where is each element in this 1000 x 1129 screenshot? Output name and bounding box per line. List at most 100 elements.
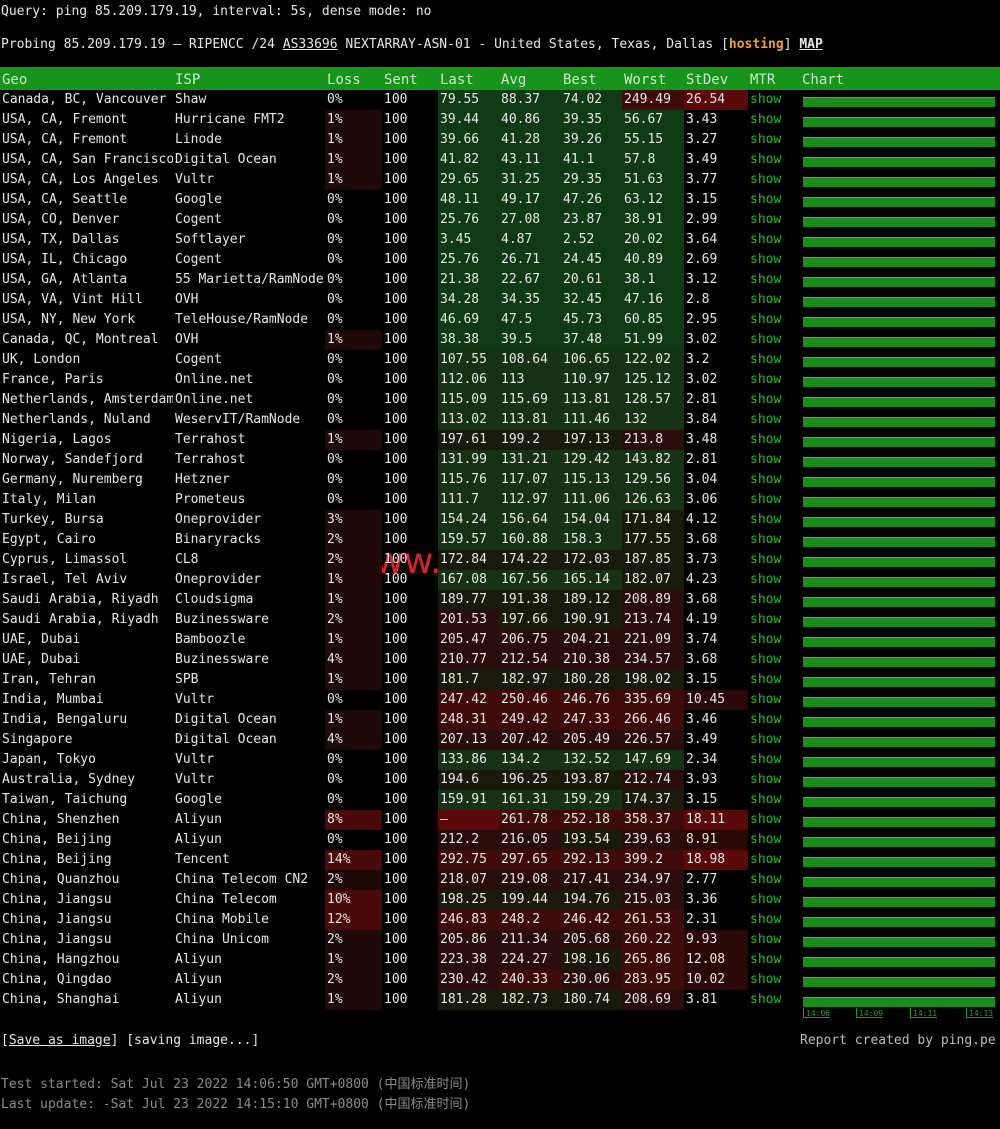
avg: 199.44 — [499, 890, 561, 910]
sent: 100 — [384, 192, 408, 207]
mtr-link[interactable]: show — [750, 252, 782, 267]
mtr-link[interactable]: show — [750, 412, 782, 427]
last: 159.91 — [438, 790, 499, 810]
mtr-link[interactable]: show — [750, 992, 782, 1007]
stdev: 3.04 — [686, 472, 718, 487]
avg: 112.97 — [499, 490, 561, 510]
mtr-link[interactable]: show — [750, 212, 782, 227]
best: 205.68 — [561, 930, 622, 950]
mini-chart — [803, 637, 995, 647]
sent: 100 — [384, 872, 408, 887]
mini-chart — [803, 97, 995, 107]
best: 23.87 — [561, 210, 622, 230]
isp: OVH — [175, 292, 199, 307]
mtr-link[interactable]: show — [750, 452, 782, 467]
save-link[interactable]: Save as image — [8, 1033, 111, 1048]
last: 38.38 — [438, 330, 499, 350]
mtr-link[interactable]: show — [750, 892, 782, 907]
mtr-link[interactable]: show — [750, 432, 782, 447]
mtr-link[interactable]: show — [750, 772, 782, 787]
mtr-link[interactable]: show — [750, 612, 782, 627]
mtr-link[interactable]: show — [750, 512, 782, 527]
mtr-link[interactable]: show — [750, 472, 782, 487]
mtr-link[interactable]: show — [750, 112, 782, 127]
loss: 0% — [327, 492, 343, 507]
worst: 38.1 — [622, 270, 684, 290]
mtr-link[interactable]: show — [750, 152, 782, 167]
mini-chart — [803, 697, 995, 707]
mtr-link[interactable]: show — [750, 932, 782, 947]
mtr-link[interactable]: show — [750, 292, 782, 307]
best: 37.48 — [561, 330, 622, 350]
isp: Oneprovider — [175, 512, 262, 527]
mtr-link[interactable]: show — [750, 692, 782, 707]
worst: 249.49 — [622, 90, 684, 110]
mini-chart — [803, 617, 995, 627]
geo: Israel, Tel Aviv — [2, 572, 128, 587]
mtr-link[interactable]: show — [750, 572, 782, 587]
mtr-link[interactable]: show — [750, 552, 782, 567]
mtr-link[interactable]: show — [750, 752, 782, 767]
sent: 100 — [384, 612, 408, 627]
loss: 0% — [327, 192, 343, 207]
stdev: 3.15 — [686, 672, 718, 687]
mtr-link[interactable]: show — [750, 392, 782, 407]
mtr-link[interactable]: show — [750, 592, 782, 607]
asn-link[interactable]: AS33696 — [282, 37, 338, 52]
mtr-link[interactable]: show — [750, 172, 782, 187]
mtr-link[interactable]: show — [750, 492, 782, 507]
loss: 2% — [325, 930, 382, 950]
mtr-link[interactable]: show — [750, 812, 782, 827]
best: 247.33 — [561, 710, 622, 730]
mtr-link[interactable]: show — [750, 852, 782, 867]
mini-chart — [803, 757, 995, 767]
mtr-link[interactable]: show — [750, 872, 782, 887]
mtr-link[interactable]: show — [750, 792, 782, 807]
mtr-link[interactable]: show — [750, 652, 782, 667]
geo: Saudi Arabia, Riyadh — [2, 612, 159, 627]
mtr-link[interactable]: show — [750, 712, 782, 727]
geo: China, Hangzhou — [2, 952, 120, 967]
sent: 100 — [384, 152, 408, 167]
loss: 1% — [325, 950, 382, 970]
mtr-link[interactable]: show — [750, 272, 782, 287]
geo: UAE, Dubai — [2, 632, 81, 647]
avg: 199.2 — [499, 430, 561, 450]
geo: USA, NY, New York — [2, 312, 136, 327]
loss: 0% — [327, 452, 343, 467]
isp: Hurricane FMT2 — [175, 112, 285, 127]
mtr-link[interactable]: show — [750, 192, 782, 207]
mtr-link[interactable]: show — [750, 972, 782, 987]
worst: 129.56 — [622, 470, 684, 490]
mtr-link[interactable]: show — [750, 332, 782, 347]
column-header: Loss — [327, 72, 361, 88]
mtr-link[interactable]: show — [750, 372, 782, 387]
mtr-link[interactable]: show — [750, 312, 782, 327]
avg: 261.78 — [499, 810, 561, 830]
worst: 261.53 — [622, 910, 684, 930]
mtr-link[interactable]: show — [750, 952, 782, 967]
stdev: 4.23 — [686, 572, 718, 587]
mtr-link[interactable]: show — [750, 532, 782, 547]
mini-chart — [803, 977, 995, 987]
mtr-link[interactable]: show — [750, 352, 782, 367]
column-header: MTR — [750, 72, 776, 88]
mtr-link[interactable]: show — [750, 232, 782, 247]
worst: 266.46 — [622, 710, 684, 730]
mtr-link[interactable]: show — [750, 132, 782, 147]
loss: 12% — [325, 910, 382, 930]
mtr-link[interactable]: show — [750, 832, 782, 847]
loss: 1% — [325, 630, 382, 650]
mtr-link[interactable]: show — [750, 912, 782, 927]
sent: 100 — [384, 112, 408, 127]
map-link[interactable]: MAP — [799, 37, 823, 52]
mtr-link[interactable]: show — [750, 92, 782, 107]
mtr-link[interactable]: show — [750, 632, 782, 647]
geo: Iran, Tehran — [2, 672, 96, 687]
stdev: 3.02 — [686, 332, 718, 347]
mini-chart — [803, 517, 995, 527]
mtr-link[interactable]: show — [750, 672, 782, 687]
mtr-link[interactable]: show — [750, 732, 782, 747]
best: 39.35 — [561, 110, 622, 130]
